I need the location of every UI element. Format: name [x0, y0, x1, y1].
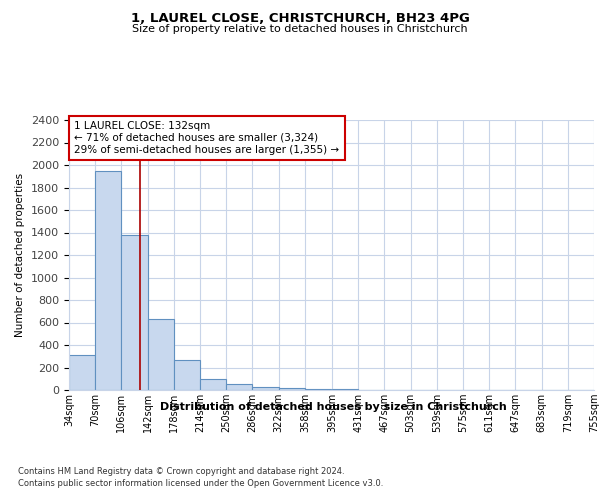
Text: Distribution of detached houses by size in Christchurch: Distribution of detached houses by size …	[160, 402, 506, 412]
Y-axis label: Number of detached properties: Number of detached properties	[16, 173, 25, 337]
Bar	[95, 170, 121, 390]
Bar	[226, 384, 253, 390]
Bar	[174, 360, 200, 390]
Bar	[253, 386, 279, 390]
Bar	[200, 379, 226, 390]
Bar	[69, 355, 95, 390]
Text: Contains public sector information licensed under the Open Government Licence v3: Contains public sector information licen…	[18, 479, 383, 488]
Text: Size of property relative to detached houses in Christchurch: Size of property relative to detached ho…	[132, 24, 468, 34]
Bar	[279, 388, 305, 390]
Text: Contains HM Land Registry data © Crown copyright and database right 2024.: Contains HM Land Registry data © Crown c…	[18, 468, 344, 476]
Bar	[121, 235, 148, 390]
Text: 1, LAUREL CLOSE, CHRISTCHURCH, BH23 4PG: 1, LAUREL CLOSE, CHRISTCHURCH, BH23 4PG	[131, 12, 469, 26]
Bar	[305, 389, 331, 390]
Text: 1 LAUREL CLOSE: 132sqm
← 71% of detached houses are smaller (3,324)
29% of semi-: 1 LAUREL CLOSE: 132sqm ← 71% of detached…	[74, 122, 340, 154]
Bar	[148, 319, 174, 390]
